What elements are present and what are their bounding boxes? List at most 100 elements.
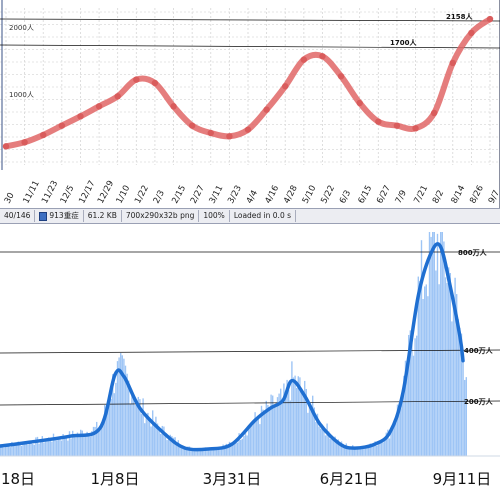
daily-bar [276, 397, 279, 456]
daily-bar [430, 236, 432, 456]
daily-bar [283, 383, 285, 456]
daily-bar [443, 241, 445, 456]
data-point [449, 59, 456, 67]
daily-bar [163, 426, 165, 456]
panel-gap [0, 224, 500, 232]
daily-bar [161, 425, 163, 456]
x-tick-label: 2/3 [152, 189, 167, 206]
daily-bar [41, 436, 43, 456]
daily-bar [256, 417, 258, 456]
daily-bar [222, 444, 224, 456]
daily-bar [452, 305, 455, 456]
daily-bar [230, 442, 232, 456]
annotation-800man: 800万人 [458, 248, 488, 257]
daily-bar [217, 447, 219, 456]
daily-bar [252, 420, 255, 456]
daily-bar [363, 446, 365, 456]
daily-bar [20, 445, 23, 456]
daily-bar [94, 426, 96, 456]
annotation-1700: 1700人 [390, 38, 417, 47]
daily-bar [136, 402, 138, 456]
daily-bar [160, 433, 162, 456]
x-tick-label: 1/10 [115, 184, 133, 206]
daily-bar [385, 432, 387, 456]
daily-bar [4, 446, 7, 456]
daily-bar [9, 447, 11, 456]
daily-bar [241, 438, 243, 456]
daily-bar [57, 437, 59, 456]
reference-line-400man [0, 349, 500, 354]
daily-bar [416, 335, 418, 456]
daily-bar [105, 408, 107, 456]
data-point [263, 106, 270, 113]
daily-bar [152, 410, 154, 456]
daily-bar [288, 389, 290, 456]
daily-bar [377, 442, 379, 456]
daily-bar [83, 436, 85, 456]
daily-bar [193, 450, 195, 456]
top-chart-panel: 2000人 1000人 2158人 1700人 30 11/11 11/23 12/5… [0, 0, 500, 208]
x-tick-label: 6/15 [357, 184, 375, 206]
daily-bar [72, 430, 74, 456]
x-tick-label: 3/23 [226, 184, 244, 206]
daily-bar [179, 445, 181, 456]
x-tick-label: 2/27 [189, 184, 207, 206]
daily-bar [366, 448, 368, 456]
daily-bar [424, 286, 426, 456]
daily-bar [190, 449, 192, 456]
daily-bar [264, 412, 266, 456]
daily-bar [344, 445, 346, 456]
daily-bar [30, 441, 32, 456]
daily-bar [153, 422, 155, 456]
daily-bar [68, 431, 71, 456]
daily-bar [454, 277, 456, 456]
daily-bar [358, 447, 360, 456]
daily-bar [369, 443, 371, 456]
daily-bar [334, 436, 336, 456]
daily-bar [433, 232, 435, 456]
daily-bar [462, 359, 464, 456]
data-point [356, 99, 363, 107]
data-point [412, 125, 419, 132]
daily-bar [216, 449, 218, 456]
data-point [393, 122, 401, 129]
daily-bar [347, 447, 349, 456]
daily-bar [204, 447, 207, 456]
daily-bar [316, 413, 319, 456]
data-point [244, 126, 252, 133]
data-point [40, 131, 47, 139]
daily-bar [140, 414, 143, 456]
daily-bar [121, 355, 123, 456]
x-tick-label: 5/22 [319, 184, 337, 206]
daily-bar [40, 440, 42, 456]
daily-bar [324, 435, 327, 456]
daily-bar [203, 449, 205, 456]
daily-bar [409, 330, 411, 456]
daily-bar [414, 338, 416, 456]
x-tick-label: 1/22 [133, 184, 151, 206]
daily-bar [88, 436, 90, 456]
daily-bar [305, 388, 307, 456]
x-tick-label: 9月11日 [433, 470, 492, 488]
daily-bar [456, 294, 458, 456]
daily-bar [51, 441, 53, 456]
y-label-1000: 1000人 [9, 91, 34, 99]
x-tick-label: 6月21日 [320, 470, 379, 488]
daily-bar [1, 445, 3, 456]
daily-bar [225, 443, 227, 456]
x-tick-label: 3月31日 [203, 470, 262, 488]
daily-bar [118, 357, 120, 456]
daily-bar [43, 442, 45, 456]
daily-bar [307, 412, 309, 456]
daily-bar [281, 398, 283, 456]
y-label-2000: 2000人 [9, 24, 34, 32]
daily-bar [390, 429, 392, 456]
x-tick-label: 4/4 [245, 189, 260, 206]
daily-bar [275, 403, 277, 456]
daily-bar [44, 440, 47, 456]
daily-bar [8, 444, 10, 456]
daily-bar [379, 442, 381, 456]
x-tick-label: 11/11 [21, 179, 41, 205]
daily-bar [313, 407, 315, 456]
annotation-2158: 2158人 [446, 12, 473, 21]
